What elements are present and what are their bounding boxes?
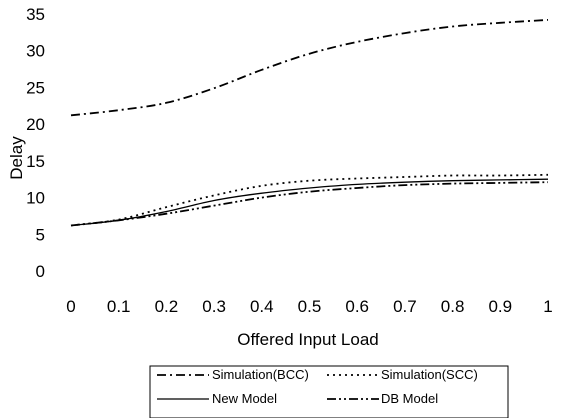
x-tick-label: 0.1 [107, 297, 131, 316]
y-tick-label: 5 [36, 225, 45, 244]
legend: Simulation(BCC) Simulation(SCC) New Model D… [149, 365, 509, 418]
y-tick-label: 10 [26, 189, 45, 208]
series-lines [70, 19, 549, 227]
x-tick-label: 0 [66, 297, 75, 316]
y-axis-title: Delay [7, 136, 26, 180]
y-tick-label: 20 [26, 115, 45, 134]
x-tick-label: 0.6 [345, 297, 369, 316]
x-tick-label: 0.7 [393, 297, 417, 316]
legend-entry-label: Simulation(BCC) [212, 367, 309, 382]
x-tick-label: 1 [543, 297, 552, 316]
x-axis-tick-labels: 0 0.1 0.2 0.3 0.4 0.5 0.6 0.7 0.8 0.9 1 [66, 297, 552, 316]
legend-entry-label: Simulation(SCC) [381, 367, 478, 382]
legend-entry-label: New Model [212, 391, 277, 406]
y-tick-label: 15 [26, 152, 45, 171]
series-line-db-model [70, 181, 549, 227]
y-tick-label: 0 [36, 262, 45, 281]
series-line-simulation-bcc [70, 19, 549, 117]
x-tick-label: 0.2 [155, 297, 179, 316]
x-tick-label: 0.9 [488, 297, 512, 316]
x-tick-label: 0.5 [298, 297, 322, 316]
series-line-new-model [70, 178, 549, 227]
legend-entry-label: DB Model [381, 391, 438, 406]
x-tick-label: 0.4 [250, 297, 274, 316]
x-axis-title: Offered Input Load [237, 330, 378, 349]
y-tick-label: 30 [26, 42, 45, 61]
y-axis-tick-labels: 0 5 10 15 20 25 30 35 [26, 5, 45, 281]
y-tick-label: 35 [26, 5, 45, 24]
y-tick-label: 25 [26, 78, 45, 97]
x-tick-label: 0.3 [202, 297, 226, 316]
x-tick-label: 0.8 [441, 297, 465, 316]
